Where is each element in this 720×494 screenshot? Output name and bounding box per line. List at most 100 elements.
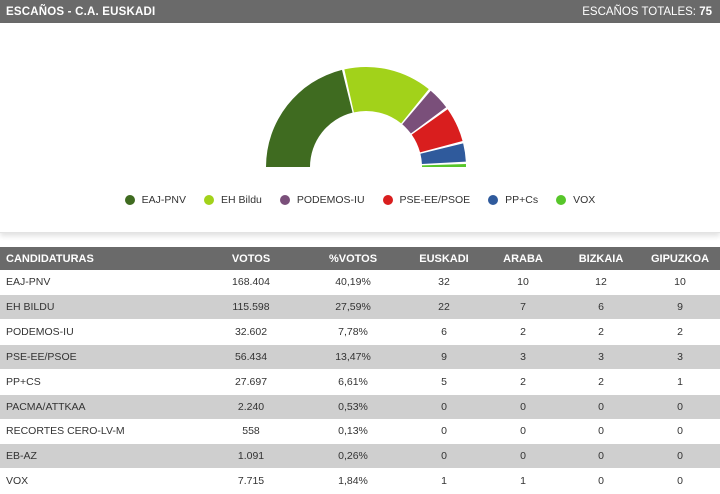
table-cell: 22 — [404, 294, 484, 321]
legend-label: PP+Cs — [505, 194, 539, 206]
legend-label: EH Bildu — [221, 194, 262, 206]
table-cell: 168.404 — [200, 270, 302, 296]
table-cell: 3 — [640, 344, 720, 370]
table-cell: 7,78% — [302, 319, 404, 346]
table-cell: 32 — [404, 270, 484, 296]
table-cell: 9 — [640, 294, 720, 321]
party-name-cell: RECORTES CERO-LV-M — [0, 419, 200, 445]
table-cell: 1 — [484, 468, 562, 494]
column-header-votos[interactable]: VOTOS — [200, 247, 302, 270]
table-cell: 5 — [404, 369, 484, 395]
table-cell: 0 — [640, 443, 720, 470]
legend-dot-icon — [382, 195, 393, 205]
table-row: PODEMOS-IU 32.602 7,78% 6 2 2 2 — [0, 319, 720, 346]
hemicycle-segment-podemos-iu[interactable] — [402, 90, 447, 134]
table-cell: 0,13% — [302, 419, 404, 445]
table-row: EH BILDU 115.598 27,59% 22 7 6 9 — [0, 294, 720, 321]
table-cell: 0 — [484, 419, 562, 445]
table-row: EB-AZ 1.091 0,26% 0 0 0 0 — [0, 443, 720, 470]
table-cell: 3 — [562, 344, 640, 370]
table-cell: 115.598 — [200, 294, 302, 321]
legend-label: PSE-EE/PSOE — [399, 194, 471, 206]
table-cell: 0,26% — [302, 443, 404, 470]
table-cell: 0 — [640, 394, 720, 420]
table-cell: 10 — [640, 270, 720, 296]
table-cell: 1 — [640, 369, 720, 395]
hemicycle-segment-pse-ee-psoe[interactable] — [411, 109, 463, 153]
total-seats-label: ESCAÑOS TOTALES: — [582, 5, 696, 18]
legend-item: VOX — [556, 194, 595, 206]
table-cell: 0 — [484, 443, 562, 470]
legend-dot-icon — [556, 195, 567, 205]
table-cell: 3 — [484, 344, 562, 370]
table-cell: 9 — [404, 344, 484, 370]
table-cell: 0 — [484, 394, 562, 420]
legend-label: EAJ-PNV — [141, 194, 187, 206]
table-cell: 2 — [640, 319, 720, 346]
table-cell: 10 — [484, 270, 562, 296]
table-cell: 0 — [404, 443, 484, 470]
table-cell: 0 — [562, 419, 640, 445]
table-cell: 2 — [484, 369, 562, 395]
chart-legend: EAJ-PNV EH Bildu PODEMOS-IU PSE-EE/PSOE PP+C… — [0, 194, 720, 206]
party-name-cell: EB-AZ — [0, 443, 200, 470]
legend-item: PP+Cs — [488, 194, 538, 206]
table-cell: 0,53% — [302, 394, 404, 420]
table-cell: 2 — [562, 369, 640, 395]
header-title: ESCAÑOS - C.A. EUSKADI — [6, 5, 156, 18]
total-seats-value: 75 — [699, 5, 712, 18]
hemicycle-segment-eh-bildu[interactable] — [344, 67, 429, 124]
table-cell: 2.240 — [200, 394, 302, 420]
table-cell: 0 — [562, 394, 640, 420]
table-cell: 0 — [404, 394, 484, 420]
legend-label: VOX — [573, 194, 596, 206]
table-row: VOX 7.715 1,84% 1 1 0 0 — [0, 468, 720, 494]
table-row: RECORTES CERO-LV-M 558 0,13% 0 0 0 0 — [0, 419, 720, 445]
table-row: PP+CS 27.697 6,61% 5 2 2 1 — [0, 369, 720, 395]
table-body: EAJ-PNV 168.404 40,19% 32 10 12 10 EH BILDU 115.… — [0, 270, 720, 494]
table-cell: 6 — [404, 319, 484, 346]
legend-item: PSE-EE/PSOE — [382, 194, 471, 206]
party-name-cell: EH BILDU — [0, 294, 200, 321]
table-cell: 2 — [484, 319, 562, 346]
legend-item: EH Bildu — [204, 194, 262, 206]
table-header-row: CANDIDATURAS VOTOS %VOTOS EUSKADI ARABA BIZKA… — [0, 247, 720, 270]
header-bar: ESCAÑOS - C.A. EUSKADI ESCAÑOS TOTALES: … — [0, 0, 720, 23]
column-header-araba[interactable]: ARABA — [484, 247, 562, 270]
table-cell: 27.697 — [200, 369, 302, 395]
legend-item: PODEMOS-IU — [279, 194, 365, 206]
legend-dot-icon — [124, 195, 135, 205]
legend-dot-icon — [488, 195, 499, 205]
hemicycle-segment-eaj-pnv[interactable] — [266, 69, 353, 167]
legend-label: PODEMOS-IU — [296, 194, 365, 206]
column-header-euskadi[interactable]: EUSKADI — [404, 247, 484, 270]
column-header-gipuzkoa[interactable]: GIPUZKOA — [640, 247, 720, 270]
hemicycle-segment-vox[interactable] — [421, 164, 466, 167]
party-name-cell: VOX — [0, 468, 200, 494]
party-name-cell: PODEMOS-IU — [0, 319, 200, 346]
party-name-cell: PSE-EE/PSOE — [0, 344, 200, 370]
column-header-candidaturas[interactable]: CANDIDATURAS — [0, 247, 200, 270]
table-cell: 27,59% — [302, 294, 404, 321]
total-seats: ESCAÑOS TOTALES: 75 — [582, 6, 712, 18]
legend-item: EAJ-PNV — [124, 194, 187, 206]
hemicycle-chart — [266, 67, 466, 167]
table-cell: 13,47% — [302, 344, 404, 370]
table-cell: 558 — [200, 419, 302, 445]
results-table: CANDIDATURAS VOTOS %VOTOS EUSKADI ARABA BIZKA… — [0, 247, 720, 494]
column-header-bizkaia[interactable]: BIZKAIA — [562, 247, 640, 270]
table-cell: 0 — [640, 468, 720, 494]
table-cell: 0 — [562, 443, 640, 470]
party-name-cell: EAJ-PNV — [0, 270, 200, 296]
hemicycle-segment-pp-cs[interactable] — [420, 143, 466, 164]
table-cell: 1,84% — [302, 468, 404, 494]
party-name-cell: PP+CS — [0, 369, 200, 395]
table-cell: 0 — [562, 468, 640, 494]
column-header--votos[interactable]: %VOTOS — [302, 247, 404, 270]
table-cell: 2 — [562, 319, 640, 346]
table-row: PSE-EE/PSOE 56.434 13,47% 9 3 3 3 — [0, 344, 720, 370]
legend-dot-icon — [204, 195, 215, 205]
table-row: EAJ-PNV 168.404 40,19% 32 10 12 10 — [0, 270, 720, 296]
table-cell: 6 — [562, 294, 640, 321]
table-row: PACMA/ATTKAA 2.240 0,53% 0 0 0 0 — [0, 394, 720, 420]
